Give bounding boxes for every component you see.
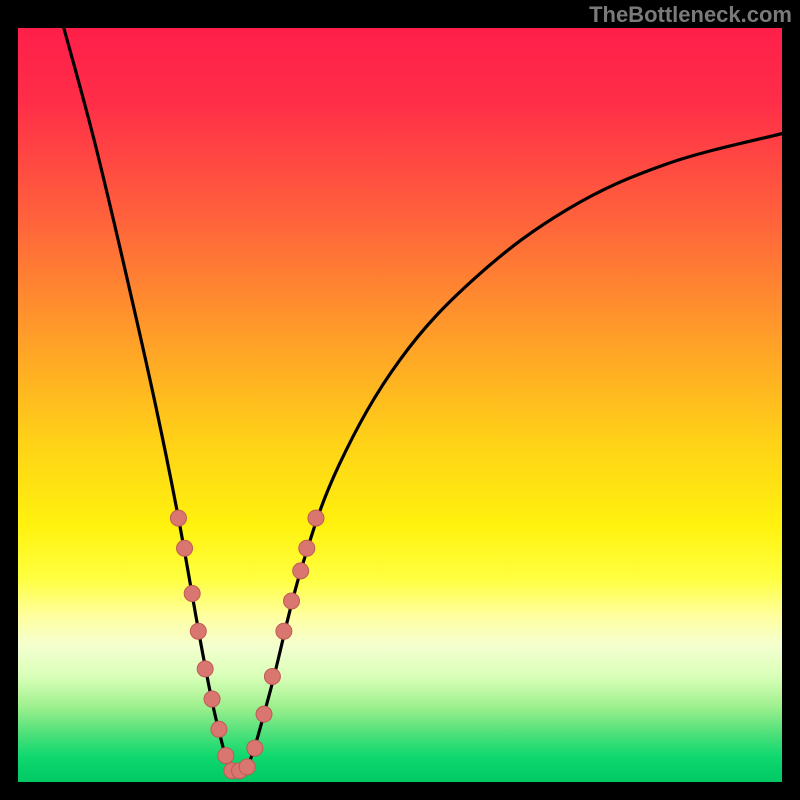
data-marker	[177, 540, 193, 556]
watermark-text: TheBottleneck.com	[589, 2, 792, 28]
data-marker	[293, 563, 309, 579]
data-marker	[264, 668, 280, 684]
data-marker	[218, 748, 234, 764]
data-marker	[276, 623, 292, 639]
data-marker	[197, 661, 213, 677]
data-marker	[308, 510, 324, 526]
data-marker	[284, 593, 300, 609]
data-marker	[190, 623, 206, 639]
data-marker	[204, 691, 220, 707]
data-marker	[239, 759, 255, 775]
plot-gradient-background	[18, 28, 782, 782]
data-marker	[211, 721, 227, 737]
data-marker	[184, 586, 200, 602]
data-marker	[170, 510, 186, 526]
data-marker	[299, 540, 315, 556]
data-marker	[247, 740, 263, 756]
bottleneck-chart	[0, 0, 800, 800]
data-marker	[256, 706, 272, 722]
chart-container: TheBottleneck.com	[0, 0, 800, 800]
